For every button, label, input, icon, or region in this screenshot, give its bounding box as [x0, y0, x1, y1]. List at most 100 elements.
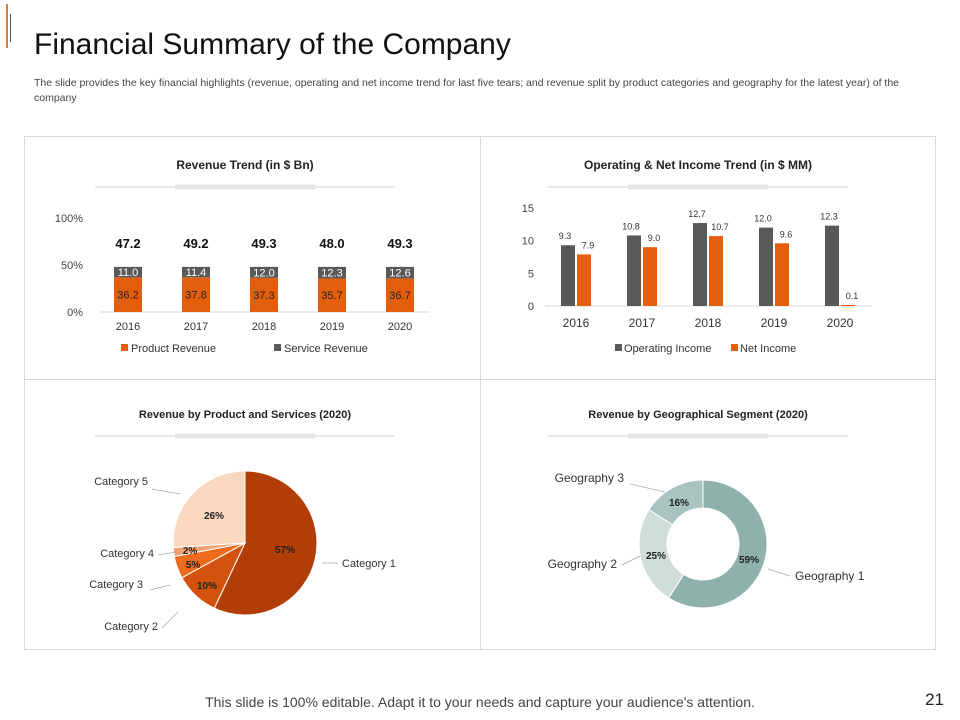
- pie-category-label: Category 1: [342, 558, 396, 570]
- income-x-tick: 2020: [827, 316, 854, 330]
- revenue-bar-product: [386, 278, 414, 312]
- pie-percent-label: 2%: [183, 546, 198, 557]
- donut-percent-label: 25%: [646, 551, 666, 562]
- donut-geography-label: Geography 3: [555, 471, 625, 485]
- pie-category-label: Category 2: [104, 621, 158, 633]
- pie-slice: [213, 470, 318, 616]
- donut-geography-label: Geography 1: [795, 569, 865, 583]
- income-bar-operating: [693, 223, 707, 306]
- revenue-y-tick: 50%: [61, 260, 83, 272]
- income-y-tick: 5: [528, 268, 534, 280]
- pie-leader-line: [151, 488, 181, 495]
- geo-donut-title: Revenue by Geographical Segment (2020): [588, 409, 808, 421]
- legend-swatch-product: [121, 344, 128, 351]
- income-net-label: 0.1: [846, 291, 859, 301]
- pie-category-label: Category 5: [94, 476, 148, 488]
- pie-percent-label: 57%: [275, 545, 295, 556]
- revenue-y-tick: 0%: [67, 307, 83, 319]
- income-operating-label: 12.0: [754, 214, 772, 224]
- donut-leader-line: [621, 555, 641, 566]
- revenue-bar-service: [386, 266, 414, 279]
- revenue-x-tick: 2018: [252, 321, 276, 333]
- revenue-total-label: 49.3: [387, 236, 412, 251]
- revenue-product-label: 36.2: [117, 290, 138, 302]
- income-y-tick: 10: [522, 236, 534, 248]
- pie-category-label: Category 3: [89, 579, 143, 591]
- income-bar-operating: [627, 235, 641, 306]
- revenue-product-label: 35.7: [321, 290, 342, 302]
- revenue-x-tick: 2016: [116, 321, 140, 333]
- income-x-tick: 2019: [761, 316, 788, 330]
- legend-label-net: Net Income: [740, 343, 796, 355]
- donut-leader-line: [629, 483, 666, 493]
- pie-percent-label: 26%: [204, 511, 224, 522]
- legend-swatch-operating: [615, 344, 622, 351]
- legend-swatch-net: [731, 344, 738, 351]
- revenue-bar-product: [250, 277, 278, 312]
- donut-leader-line: [767, 568, 791, 577]
- legend-swatch-service: [274, 344, 281, 351]
- income-chart-title: Operating & Net Income Trend (in $ MM): [584, 158, 812, 172]
- geo-donut-title-hatch: [628, 433, 768, 439]
- revenue-bar-product: [318, 278, 346, 312]
- income-net-label: 9.6: [780, 229, 793, 239]
- revenue-bar-service: [318, 266, 346, 279]
- revenue-service-label: 11.4: [186, 267, 207, 279]
- revenue-bar-service: [250, 266, 278, 278]
- revenue-chart-title: Revenue Trend (in $ Bn): [176, 158, 313, 172]
- slide-subtitle: The slide provides the key financial hig…: [34, 77, 900, 104]
- vertical-divider: [480, 136, 481, 650]
- page-number: 21: [925, 690, 944, 709]
- pie-category-label: Category 4: [100, 548, 154, 560]
- accent-bar: [6, 4, 8, 48]
- horizontal-divider: [24, 379, 936, 380]
- revenue-total-label: 49.2: [183, 236, 208, 251]
- income-bar-net: [577, 254, 591, 306]
- donut-slice: [648, 479, 704, 526]
- slide-title: Financial Summary of the Company: [34, 28, 511, 61]
- revenue-bar-product: [182, 277, 210, 312]
- income-x-tick: 2018: [695, 316, 722, 330]
- income-operating-label: 12.3: [820, 212, 838, 222]
- pie-percent-label: 5%: [186, 560, 201, 571]
- donut-percent-label: 59%: [739, 555, 759, 566]
- pie-leader-line: [161, 611, 179, 629]
- income-bar-operating: [825, 225, 839, 306]
- accent-bar-thin: [10, 14, 11, 42]
- legend-label-product: Product Revenue: [131, 343, 216, 355]
- revenue-service-label: 12.0: [253, 267, 274, 279]
- income-y-tick: 15: [522, 203, 534, 215]
- pie-percent-label: 10%: [197, 581, 217, 592]
- revenue-bar-service: [182, 266, 210, 278]
- revenue-x-tick: 2020: [388, 321, 412, 333]
- revenue-service-label: 12.3: [321, 268, 342, 280]
- income-bar-net: [709, 236, 723, 306]
- revenue-total-label: 49.3: [251, 236, 276, 251]
- income-x-tick: 2017: [629, 316, 656, 330]
- legend-label-operating: Operating Income: [624, 343, 711, 355]
- revenue-y-tick: 100%: [55, 213, 83, 225]
- revenue-title-hatch: [175, 184, 315, 190]
- revenue-product-label: 36.7: [389, 290, 410, 302]
- legend-label-service: Service Revenue: [284, 343, 368, 355]
- income-operating-label: 9.3: [559, 231, 572, 241]
- income-net-label: 10.7: [711, 222, 729, 232]
- revenue-total-label: 47.2: [115, 236, 140, 251]
- revenue-service-label: 11.0: [118, 267, 139, 279]
- pie-leader-line: [157, 551, 177, 556]
- donut-slice: [668, 479, 768, 609]
- product-pie-title: Revenue by Product and Services (2020): [139, 409, 351, 421]
- income-bar-net: [775, 243, 789, 306]
- revenue-bar-product: [114, 277, 142, 312]
- footer-note: This slide is 100% editable. Adapt it to…: [205, 694, 755, 710]
- income-net-label: 7.9: [582, 240, 595, 250]
- revenue-x-tick: 2017: [184, 321, 208, 333]
- revenue-service-label: 12.6: [389, 268, 410, 280]
- product-pie-title-hatch: [175, 433, 315, 439]
- income-title-hatch: [628, 184, 768, 190]
- donut-percent-label: 16%: [669, 498, 689, 509]
- revenue-total-label: 48.0: [319, 236, 344, 251]
- pie-slice: [172, 470, 246, 549]
- income-operating-label: 10.8: [622, 221, 640, 231]
